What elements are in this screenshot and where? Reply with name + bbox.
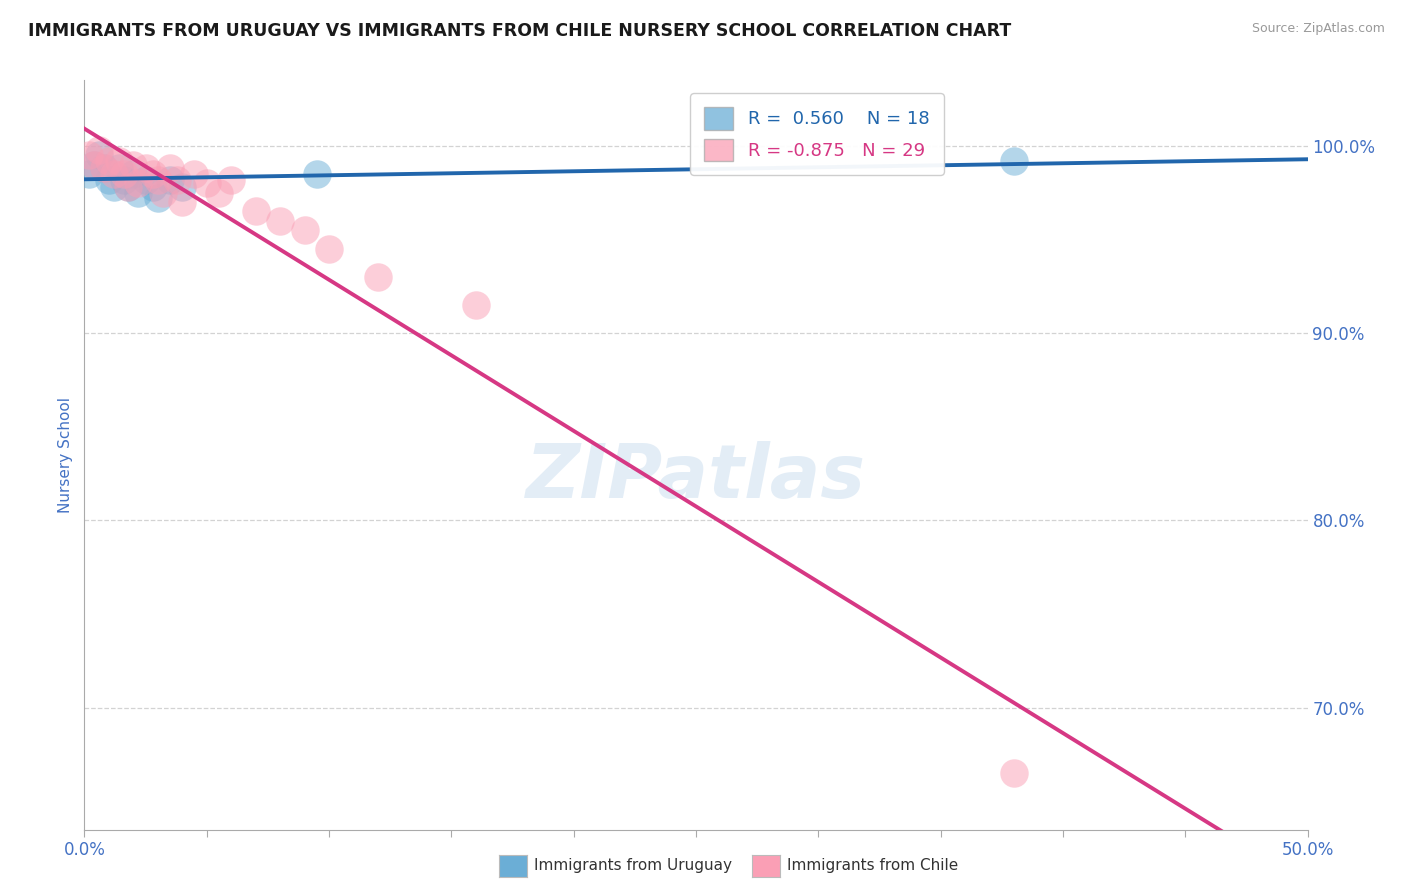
Point	[107, 153, 129, 168]
Point	[166, 172, 188, 186]
Point	[122, 167, 145, 181]
Point	[152, 186, 174, 200]
Point	[1002, 153, 1025, 168]
Point	[294, 223, 316, 237]
Point	[142, 167, 165, 181]
Point	[83, 157, 105, 171]
Point	[1002, 766, 1025, 780]
Point	[305, 167, 328, 181]
Point	[83, 157, 105, 171]
Point	[97, 153, 120, 168]
Point	[172, 180, 194, 194]
Point	[195, 176, 218, 190]
Point	[97, 172, 120, 186]
Point	[318, 242, 340, 256]
Text: IMMIGRANTS FROM URUGUAY VS IMMIGRANTS FROM CHILE NURSERY SCHOOL CORRELATION CHAR: IMMIGRANTS FROM URUGUAY VS IMMIGRANTS FR…	[28, 22, 1011, 40]
Point	[77, 167, 100, 181]
Point	[269, 213, 291, 227]
Point	[117, 180, 139, 194]
Point	[208, 186, 231, 200]
Point	[159, 172, 181, 186]
Point	[146, 191, 169, 205]
Text: Immigrants from Uruguay: Immigrants from Uruguay	[534, 858, 733, 873]
Point	[107, 161, 129, 176]
Point	[103, 180, 125, 194]
Legend: R =  0.560    N = 18, R = -0.875   N = 29: R = 0.560 N = 18, R = -0.875 N = 29	[690, 93, 943, 175]
Point	[142, 180, 165, 194]
Point	[93, 161, 115, 176]
Text: ZIPatlas: ZIPatlas	[526, 441, 866, 514]
Point	[103, 167, 125, 181]
Point	[77, 148, 100, 162]
Text: Immigrants from Chile: Immigrants from Chile	[787, 858, 959, 873]
Point	[87, 143, 110, 157]
Point	[172, 195, 194, 210]
Point	[183, 167, 205, 181]
Point	[245, 204, 267, 219]
Point	[117, 180, 139, 194]
Point	[146, 172, 169, 186]
Point	[464, 298, 486, 312]
Point	[127, 186, 149, 200]
Y-axis label: Nursery School: Nursery School	[58, 397, 73, 513]
Text: Source: ZipAtlas.com: Source: ZipAtlas.com	[1251, 22, 1385, 36]
Point	[93, 161, 115, 176]
Point	[159, 161, 181, 176]
Point	[122, 157, 145, 171]
Point	[219, 172, 242, 186]
Point	[135, 161, 157, 176]
Point	[87, 148, 110, 162]
Point	[367, 269, 389, 284]
Point	[127, 176, 149, 190]
Point	[112, 167, 135, 181]
Point	[135, 172, 157, 186]
Point	[112, 172, 135, 186]
